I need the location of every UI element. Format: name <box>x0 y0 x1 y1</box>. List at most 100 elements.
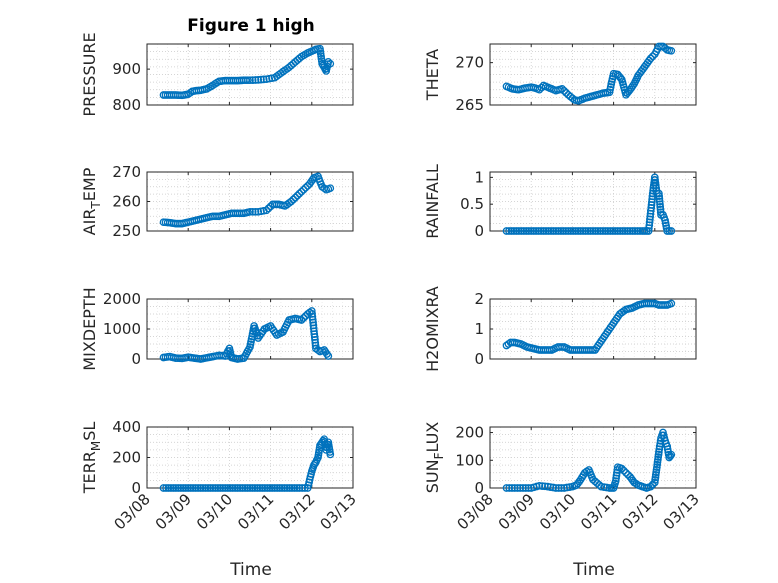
data-point <box>167 484 175 492</box>
data-point <box>559 227 568 235</box>
data-point <box>617 464 626 473</box>
data-point <box>599 227 607 235</box>
data-point <box>631 227 639 235</box>
y-tick-label: 100 <box>455 451 484 469</box>
data-point <box>241 484 249 492</box>
data-point <box>589 227 597 235</box>
data-point <box>251 484 259 492</box>
data-point <box>557 484 566 492</box>
data-point <box>246 76 254 85</box>
data-point <box>236 484 244 492</box>
data-point <box>666 452 675 460</box>
data-point <box>650 173 659 182</box>
data-point <box>655 194 664 203</box>
data-point <box>534 227 543 235</box>
data-point <box>667 46 676 55</box>
data-point <box>162 484 170 492</box>
data-point <box>655 192 664 200</box>
data-point <box>564 227 573 235</box>
data-point <box>622 468 630 477</box>
y-tick-label: 265 <box>455 96 484 114</box>
data-series <box>502 299 676 354</box>
data-point <box>646 54 655 63</box>
data-point <box>651 473 660 482</box>
y-tick-label: 200 <box>455 424 484 442</box>
data-point <box>505 227 513 235</box>
data-point <box>612 474 620 483</box>
data-point <box>287 197 296 206</box>
data-point <box>268 484 277 492</box>
data-point <box>171 484 180 492</box>
data-point <box>645 218 654 227</box>
data-point <box>263 484 272 492</box>
axes-box <box>489 43 697 106</box>
y-tick-label: 2 <box>474 290 484 308</box>
data-point <box>293 191 302 200</box>
data-point <box>293 484 301 492</box>
data-point <box>655 448 663 456</box>
data-point <box>174 484 183 492</box>
data-point <box>301 183 310 192</box>
y-ticks: 0 1000 2000 <box>103 290 353 368</box>
data-point <box>257 75 265 84</box>
data-point <box>289 195 298 204</box>
data-point <box>254 76 263 84</box>
data-point <box>667 227 676 235</box>
data-point <box>626 227 634 235</box>
y-ticks: 0 100 200 <box>455 424 696 497</box>
subplot-sun-flux: 010020003/0803/0903/1003/1103/1203/13SUN… <box>423 422 703 534</box>
data-point <box>542 227 550 235</box>
data-point <box>594 227 602 235</box>
data-point <box>253 484 262 492</box>
data-point <box>311 459 319 468</box>
data-point <box>667 450 676 459</box>
data-point <box>194 484 202 492</box>
y-tick-label: 0 <box>131 350 141 368</box>
data-point <box>259 75 268 84</box>
y-axis-label-terr-msl: TERRMSL <box>80 422 103 495</box>
data-point <box>265 484 274 492</box>
data-point <box>579 227 587 235</box>
data-point <box>517 227 526 235</box>
data-point <box>581 227 590 235</box>
data-point <box>507 227 516 235</box>
x-ticks <box>146 299 354 359</box>
data-point <box>618 227 627 235</box>
data-point <box>539 227 548 235</box>
data-point <box>248 76 257 84</box>
data-point <box>273 484 282 492</box>
y-tick-label: 200 <box>112 449 141 467</box>
data-series <box>159 172 335 228</box>
x-axis-label-left: Time <box>229 560 272 580</box>
data-point <box>512 227 521 235</box>
x-tick-label: 03/11 <box>577 490 620 533</box>
data-point <box>606 227 615 235</box>
data-point <box>576 227 585 235</box>
x-ticks <box>146 44 354 105</box>
data-point <box>612 471 621 480</box>
data-point <box>265 74 274 83</box>
data-point <box>191 484 200 492</box>
data-point <box>280 484 289 492</box>
data-point <box>541 482 549 491</box>
data-series <box>502 173 676 235</box>
data-point <box>502 227 511 235</box>
data-point <box>514 227 523 235</box>
data-point <box>561 227 570 235</box>
data-point <box>209 484 217 492</box>
data-series <box>502 428 676 492</box>
data-point <box>238 484 247 492</box>
data-point <box>667 299 676 308</box>
data-series <box>159 307 333 363</box>
data-point <box>646 482 655 491</box>
data-point <box>295 189 304 198</box>
data-point <box>547 227 555 235</box>
data-point <box>251 207 260 216</box>
data-point <box>656 203 665 211</box>
y-tick-label: 0 <box>131 479 141 497</box>
y-tick-label: 260 <box>112 193 141 211</box>
data-point <box>653 460 662 469</box>
data-point <box>584 227 592 235</box>
data-point <box>254 207 263 216</box>
data-point <box>646 215 654 224</box>
